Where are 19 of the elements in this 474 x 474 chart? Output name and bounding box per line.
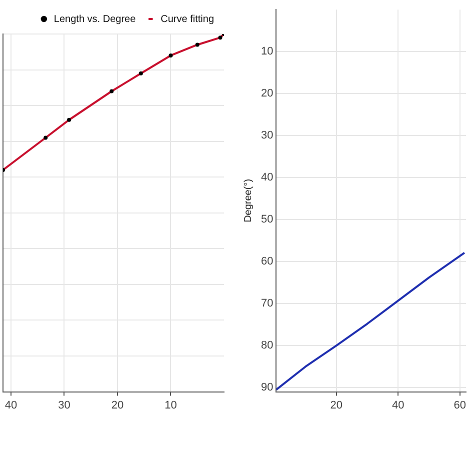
y-axis-title: Degree(°) [242, 178, 254, 222]
y-tick-label: 50 [260, 214, 274, 226]
x-tick-label: 40 [4, 399, 18, 412]
y-tick-label: 20 [260, 88, 274, 100]
y-tick-label: 80 [260, 340, 274, 352]
y-tick-label: 30 [260, 130, 274, 142]
x-tick-label: 10 [164, 399, 177, 412]
legend-label: Length vs. Degree [54, 14, 136, 25]
x-tick-label: 40 [392, 399, 404, 412]
legend-label: Curve fitting [160, 14, 214, 25]
y-tick-label: 60 [260, 256, 274, 268]
y-tick-label: 70 [260, 298, 274, 310]
x-tick-label: 20 [111, 399, 124, 412]
x-tick-label: 60 [454, 399, 466, 412]
x-tick-label: 20 [330, 399, 343, 412]
y-tick-label: 10 [260, 46, 274, 58]
y-tick-label: 40 [260, 172, 274, 184]
y-tick-label: 90 [260, 382, 274, 394]
x-tick-label: 30 [58, 399, 70, 412]
